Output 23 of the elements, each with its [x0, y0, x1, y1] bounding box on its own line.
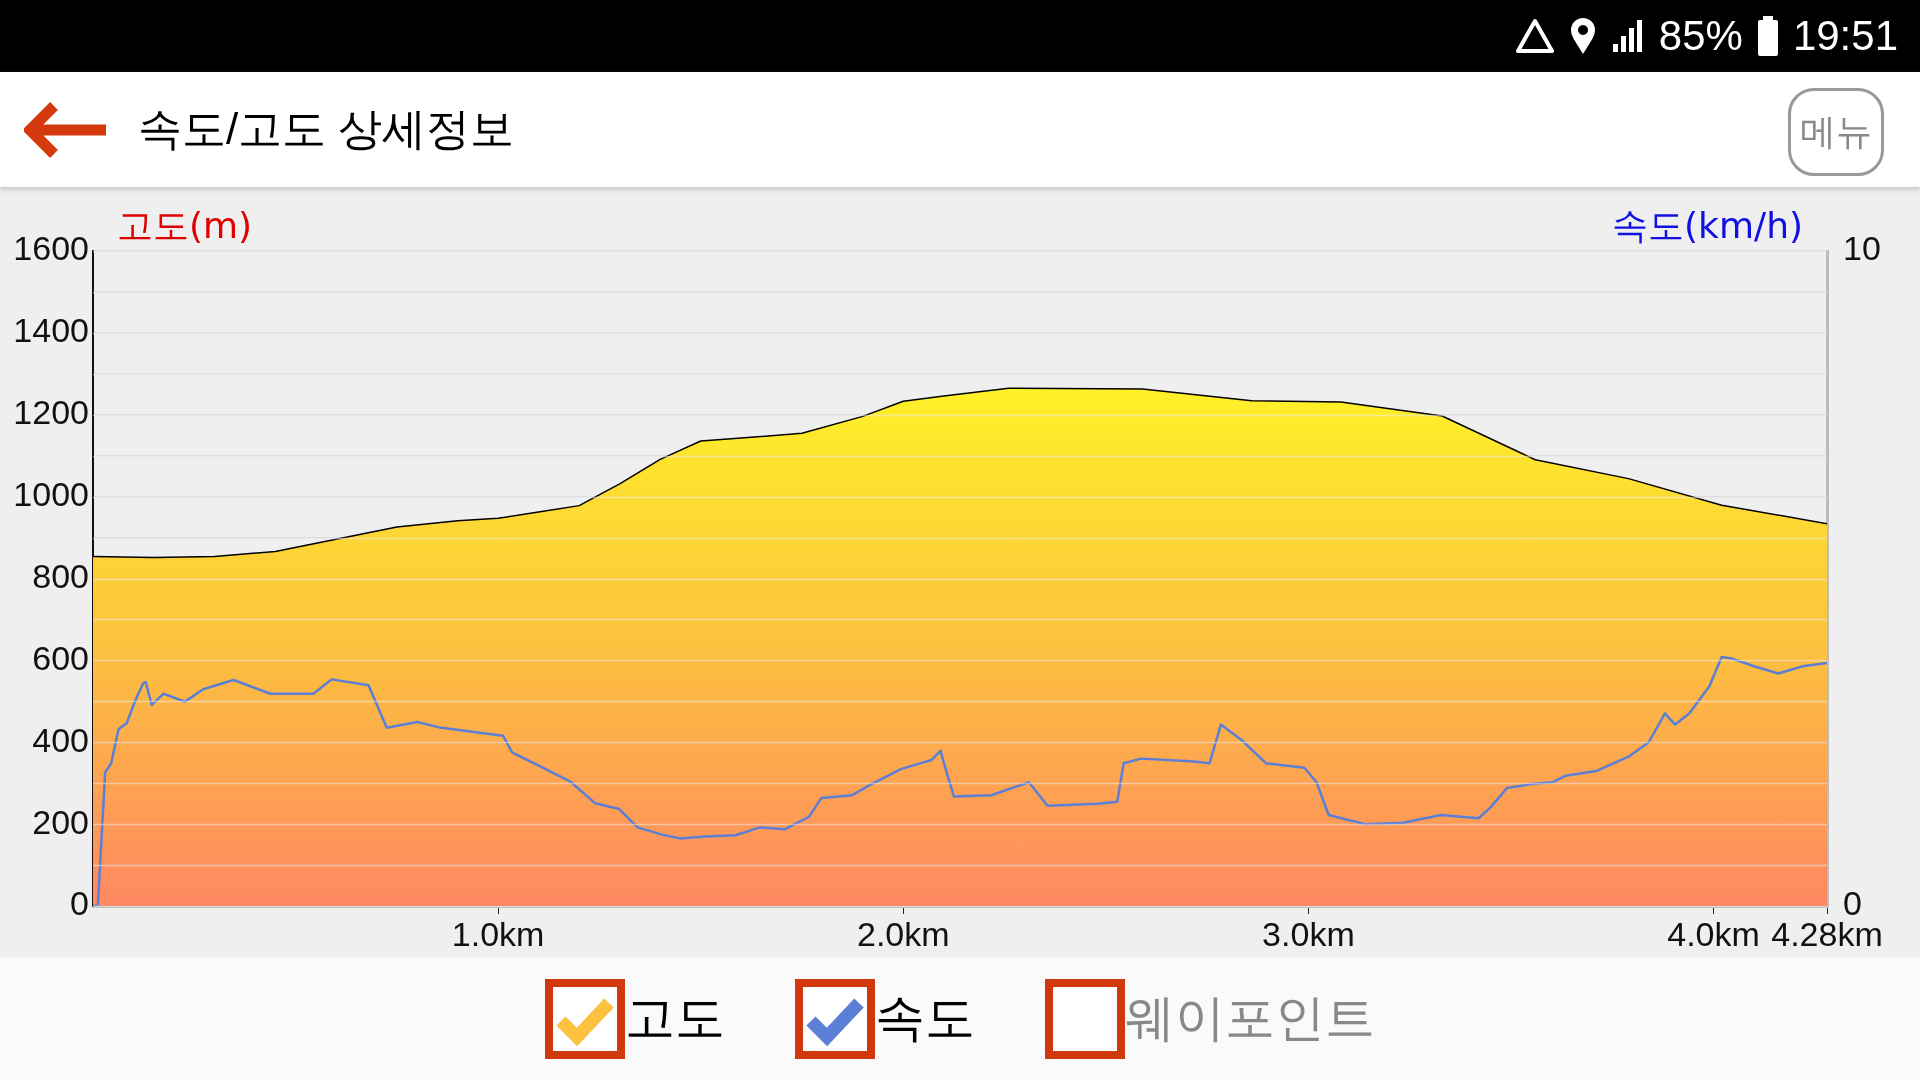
x-tick-label: 2.0km [856, 914, 950, 953]
x-tick-label: 3.0km [1262, 914, 1355, 953]
chart-title: 속도/고도 상세정보 [138, 103, 515, 155]
y-tick-label: 1600 [13, 229, 89, 268]
y-tick-label: 0 [70, 884, 89, 923]
text: 85% [1658, 12, 1743, 60]
y-tick-label: 1200 [13, 393, 89, 432]
y-tick-label: 1400 [13, 311, 89, 350]
x-tick-label: 4.0km [1667, 914, 1760, 953]
text: 웨이포인트 [1125, 989, 1375, 1048]
y-axis-title: 고도(m) [117, 205, 253, 247]
y-tick-label: 800 [32, 556, 89, 595]
legend-label: 고도 [625, 989, 725, 1048]
text: 메뉴 [1788, 88, 1884, 176]
y-tick-label: 1000 [13, 475, 89, 513]
x-tick-label: 1.0km [451, 914, 545, 953]
text: 19:51 [1792, 12, 1898, 60]
y2-tick-label: 10 [1843, 229, 1881, 268]
y-tick-label: 600 [32, 638, 89, 677]
y-tick-label: 400 [32, 720, 89, 759]
legend-label: 속도 [875, 989, 975, 1048]
y-tick-label: 200 [32, 802, 89, 841]
y2-axis-title: 속도(km/h) [1612, 205, 1803, 247]
